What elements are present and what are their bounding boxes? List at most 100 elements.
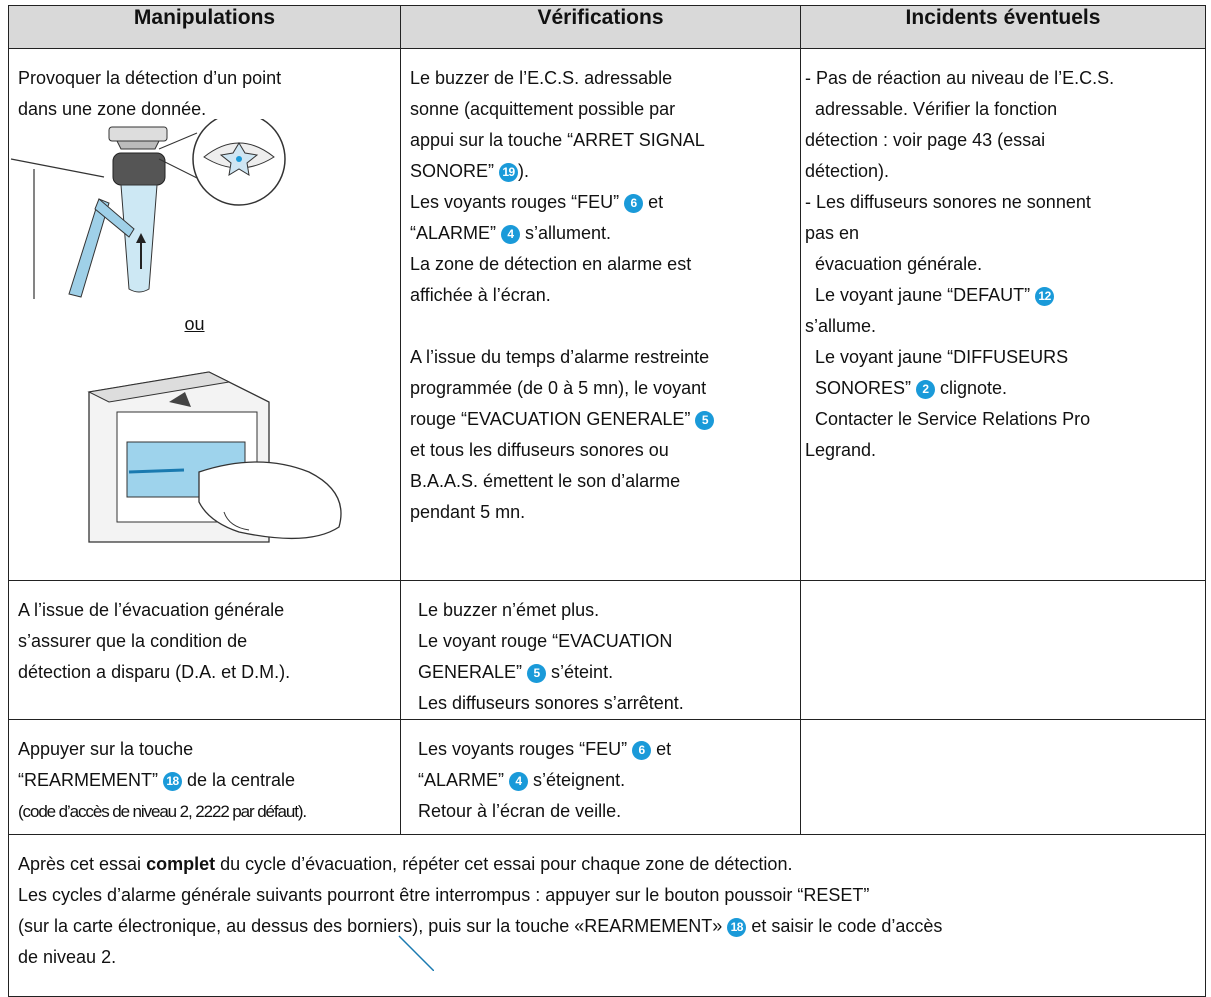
- reference-badge: 18: [163, 772, 182, 791]
- reference-badge: 2: [916, 380, 936, 399]
- text: Le voyant jaune “DIFFUSEURS: [805, 347, 1069, 367]
- bold-text: complet: [146, 854, 216, 874]
- pointer-line: [397, 934, 434, 971]
- cell: Provoquer la détection d’un point dans un…: [8, 48, 401, 581]
- text-line: A l’issue de l’évacuation générale: [18, 595, 400, 626]
- text-line: SONORE” 19).: [410, 156, 800, 187]
- text-line: adressable. Vérifier la fonction: [805, 94, 1205, 125]
- text-line: - Pas de réaction au niveau de l’E.C.S.: [805, 63, 1205, 94]
- text-line: pas en: [805, 218, 1205, 249]
- detector-illustration: [10, 119, 286, 299]
- text-line: Retour à l’écran de veille.: [418, 796, 800, 827]
- text: détection a disparu (D.A. et D.M.).: [18, 662, 291, 682]
- text: détection).: [805, 161, 890, 181]
- text-line: Le voyant jaune “DIFFUSEURS: [805, 342, 1205, 373]
- text: Legrand.: [805, 440, 877, 460]
- text-line: Les diffuseurs sonores s’arrêtent.: [418, 688, 800, 719]
- text-line: s’allume.: [805, 311, 1205, 342]
- text: - Pas de réaction au niveau de l’E.C.S.: [805, 68, 1115, 88]
- text: Le buzzer n’émet plus.: [418, 600, 600, 620]
- text: affichée à l’écran.: [410, 285, 551, 305]
- text-line: détection a disparu (D.A. et D.M.).: [18, 657, 400, 688]
- text: Provoquer la détection d’un point: [18, 68, 282, 88]
- text: de niveau 2.: [18, 947, 117, 967]
- text: B.A.A.S. émettent le son d’alarme: [410, 471, 681, 491]
- text: (sur la carte électronique, au dessus de…: [18, 916, 728, 936]
- text-line: “ALARME” 4 s’éteignent.: [418, 765, 800, 796]
- text: La zone de détection en alarme est: [410, 254, 692, 274]
- text-line: de niveau 2.: [18, 942, 1205, 973]
- text: Le buzzer de l’E.C.S. adressable: [410, 68, 673, 88]
- text: et: [643, 192, 664, 212]
- header-row: Manipulations Vérifications Incidents év…: [8, 5, 1206, 49]
- text: pendant 5 mn.: [410, 502, 526, 522]
- cell: Appuyer sur la touche “REARMEMENT” 18 de …: [8, 719, 401, 835]
- text-line: rouge “EVACUATION GENERALE” 5: [410, 404, 800, 435]
- text: évacuation générale.: [805, 254, 983, 274]
- text-line: Provoquer la détection d’un point: [18, 63, 400, 94]
- text: (code d’accès de niveau 2, 2222 par défa…: [18, 802, 307, 821]
- reference-badge: 4: [501, 225, 521, 244]
- cell: [800, 580, 1206, 720]
- cell-content: [801, 581, 1205, 595]
- row: Provoquer la détection d’un point dans un…: [8, 48, 1206, 581]
- text-line: Contacter le Service Relations Pro: [805, 404, 1205, 435]
- text: A l’issue du temps d’alarme restreinte: [410, 347, 710, 367]
- text: adressable. Vérifier la fonction: [805, 99, 1058, 119]
- text: et tous les diffuseurs sonores ou: [410, 440, 669, 460]
- text-line: et tous les diffuseurs sonores ou: [410, 435, 800, 466]
- text-line: Le voyant rouge “EVACUATION: [418, 626, 800, 657]
- paragraph: A l’issue du temps d’alarme restreinte pr…: [410, 342, 800, 528]
- text-line: A l’issue du temps d’alarme restreinte: [410, 342, 800, 373]
- text: A l’issue de l’évacuation générale: [18, 600, 285, 620]
- cell-content: Provoquer la détection d’un point dans un…: [9, 49, 400, 125]
- text-line: affichée à l’écran.: [410, 280, 800, 311]
- text: s’allument.: [520, 223, 612, 243]
- text: GENERALE”: [418, 662, 528, 682]
- paragraph: Provoquer la détection d’un point dans un…: [18, 63, 400, 125]
- text-line: GENERALE” 5 s’éteint.: [418, 657, 800, 688]
- row: Appuyer sur la touche “REARMEMENT” 18 de …: [8, 719, 1206, 835]
- reference-badge: 12: [1035, 287, 1055, 306]
- text: Les diffuseurs sonores s’arrêtent.: [418, 693, 684, 713]
- text: “ALARME”: [418, 770, 510, 790]
- text-line: Après cet essai complet du cycle d’évacu…: [18, 849, 1205, 880]
- text: de la centrale: [182, 770, 296, 790]
- cell-content: - Pas de réaction au niveau de l’E.C.S. …: [801, 49, 1205, 466]
- text-line: “REARMEMENT” 18 de la centrale: [18, 765, 400, 796]
- text-line: (sur la carte électronique, au dessus de…: [18, 911, 1205, 942]
- text: - Les diffuseurs sonores ne sonnent: [805, 192, 1091, 212]
- cell: [800, 719, 1206, 835]
- text-line: Les voyants rouges “FEU” 6 et: [418, 734, 800, 765]
- text-line: programmée (de 0 à 5 mn), le voyant: [410, 373, 800, 404]
- cell-content: Le buzzer de l’E.C.S. adressable sonne (a…: [401, 49, 800, 528]
- call-point-illustration: [87, 371, 342, 543]
- text: SONORES”: [805, 378, 917, 398]
- text-line: appui sur la touche “ARRET SIGNAL: [410, 125, 800, 156]
- paragraph: Appuyer sur la touche “REARMEMENT” 18 de …: [18, 734, 400, 827]
- header-cell: Vérifications: [400, 5, 801, 49]
- cell: A l’issue de l’évacuation générale s’assu…: [8, 580, 401, 720]
- text-line: Les cycles d’alarme générale suivants po…: [18, 880, 1205, 911]
- text-line: Le buzzer n’émet plus.: [418, 595, 800, 626]
- reference-badge: 4: [509, 772, 529, 791]
- reference-badge: 5: [695, 411, 715, 430]
- text: Les voyants rouges “FEU”: [410, 192, 625, 212]
- text-line: Le voyant jaune “DEFAUT” 12: [805, 280, 1205, 311]
- reference-badge: 5: [527, 664, 547, 683]
- text: Contacter le Service Relations Pro: [805, 409, 1091, 429]
- text: pas en: [805, 223, 860, 243]
- paragraph: A l’issue de l’évacuation générale s’assu…: [18, 595, 400, 688]
- cell: Le buzzer n’émet plus. Le voyant rouge “E…: [400, 580, 801, 720]
- cell-content: Les voyants rouges “FEU” 6 et “ALARME” 4 …: [401, 720, 800, 827]
- text-line: B.A.A.S. émettent le son d’alarme: [410, 466, 800, 497]
- cell: Après cet essai complet du cycle d’évacu…: [8, 834, 1206, 997]
- cell-content: Appuyer sur la touche “REARMEMENT” 18 de …: [9, 720, 400, 827]
- page: Manipulations Vérifications Incidents év…: [8, 5, 1206, 997]
- cell-content: [801, 720, 1205, 734]
- text: s’assurer que la condition de: [18, 631, 248, 651]
- paragraph: Le buzzer de l’E.C.S. adressable sonne (a…: [410, 63, 800, 311]
- text: programmée (de 0 à 5 mn), le voyant: [410, 378, 707, 398]
- text-line: (code d’accès de niveau 2, 2222 par défa…: [18, 796, 400, 827]
- text: et saisir le code d’accès: [746, 916, 943, 936]
